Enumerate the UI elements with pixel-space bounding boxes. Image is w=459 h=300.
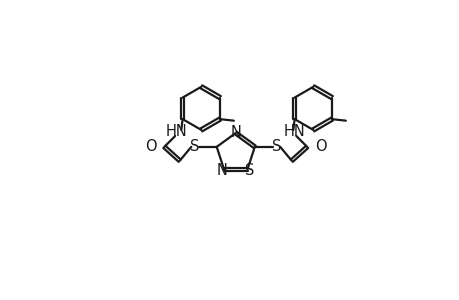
- Text: O: O: [145, 140, 157, 154]
- Text: S: S: [190, 140, 199, 154]
- Text: S: S: [245, 163, 254, 178]
- Text: N: N: [230, 125, 241, 140]
- Text: HN: HN: [283, 124, 305, 139]
- Text: O: O: [314, 140, 326, 154]
- Text: S: S: [271, 140, 280, 154]
- Text: HN: HN: [165, 124, 187, 139]
- Text: N: N: [216, 163, 227, 178]
